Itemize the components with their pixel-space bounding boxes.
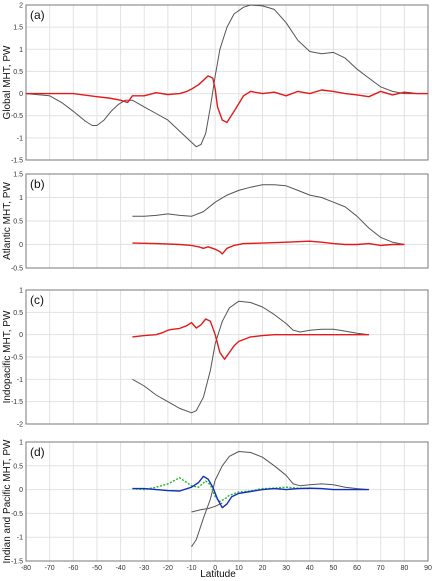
panels: -1.5 -1 -0.5 0 0.5 1 1.5 2 Global MHT, PW (a) -0.5… (2, 3, 429, 566)
y-tick-label: -0.5 (11, 266, 23, 273)
x-tick-label: 80 (400, 565, 408, 572)
y-tick-label: -0.5 (11, 355, 23, 362)
x-tick-label: -30 (139, 565, 149, 572)
plot-frame (25, 441, 429, 562)
series-line (191, 451, 369, 547)
x-tick-label: 0 (213, 565, 217, 572)
series-line (132, 184, 405, 245)
y-tick-label: 0.5 (13, 463, 23, 470)
x-tick-label: -80 (21, 565, 31, 572)
y-tick-label: 0.5 (13, 69, 23, 76)
y-tick-label: 0 (19, 332, 23, 339)
series-line (132, 475, 369, 509)
y-tick-label: -1.5 (11, 158, 23, 165)
y-tick-label: 1 (19, 195, 23, 202)
x-tick-label: -10 (186, 565, 196, 572)
x-tick-label: 70 (377, 565, 385, 572)
plot-frame (25, 173, 429, 269)
panel-label: (d) (30, 445, 45, 459)
series-line (132, 240, 405, 255)
y-tick-label: -2 (17, 422, 23, 429)
y-tick-label: 1 (19, 288, 23, 295)
panel-label: (c) (30, 293, 44, 307)
plot-frame (25, 289, 429, 425)
x-tick-label: 30 (282, 565, 290, 572)
y-tick-label: -1.5 (11, 559, 23, 566)
panel-0: -1.5 -1 -0.5 0 0.5 1 1.5 2 Global MHT, PW (a) (2, 3, 429, 165)
y-axis-label: Atlantic MHT, PW (2, 182, 13, 260)
y-tick-label: -1 (17, 535, 23, 542)
y-tick-label: -1 (17, 135, 23, 142)
y-axis-label: Indian and Pacific MHT, PW (2, 439, 13, 563)
y-tick-label: -1 (17, 377, 23, 384)
panel-label: (a) (30, 8, 45, 22)
series-line (191, 502, 223, 513)
x-tick-label: -40 (116, 565, 126, 572)
series-line (26, 75, 428, 124)
panel-2: -2 -1.5 -1 -0.5 0 0.5 1 Indopacific MHT, PW (c) (2, 288, 429, 429)
y-axis-label: Global MHT, PW (2, 45, 13, 119)
x-tick-label: -70 (45, 565, 55, 572)
y-tick-label: 1.5 (13, 172, 23, 179)
x-tick-label: -50 (92, 565, 102, 572)
y-tick-label: 0 (19, 91, 23, 98)
x-tick-label: 20 (259, 565, 267, 572)
plot-frame (25, 4, 429, 161)
y-tick-label: 2 (19, 3, 23, 10)
x-tick-label: -20 (163, 565, 173, 572)
y-tick-label: 1 (19, 440, 23, 447)
series-line (132, 477, 310, 503)
series-line (132, 300, 369, 414)
y-tick-label: 0 (19, 487, 23, 494)
y-axis-label: Indopacific MHT, PW (2, 310, 13, 403)
x-tick-label: 50 (330, 565, 338, 572)
x-tick-label: -60 (68, 565, 78, 572)
x-axis-label: Latitude (200, 569, 236, 580)
y-tick-label: 0.5 (13, 310, 23, 317)
y-tick-label: 1 (19, 47, 23, 54)
y-tick-label: -0.5 (11, 511, 23, 518)
y-tick-label: 1.5 (13, 25, 23, 32)
y-tick-label: -0.5 (11, 113, 23, 120)
x-tick-label: 40 (306, 565, 314, 572)
series-line (25, 4, 428, 148)
y-tick-label: 0 (19, 242, 23, 249)
y-tick-label: 0.5 (13, 219, 23, 226)
x-tick-labels: -80 -70 -60 -50 -40 -30 -20 -10 0 10 20 30 40 50 60 70 8… (21, 565, 432, 572)
x-tick-label: 60 (353, 565, 361, 572)
series-line (132, 318, 369, 360)
x-tick-label: 90 (424, 565, 432, 572)
x-tick-label: 10 (235, 565, 243, 572)
panel-3: -1.5 -1 -0.5 0 0.5 1 Indian and Pacific MHT, P… (2, 439, 429, 566)
panel-label: (b) (30, 177, 45, 191)
y-tick-label: -1.5 (11, 399, 23, 406)
